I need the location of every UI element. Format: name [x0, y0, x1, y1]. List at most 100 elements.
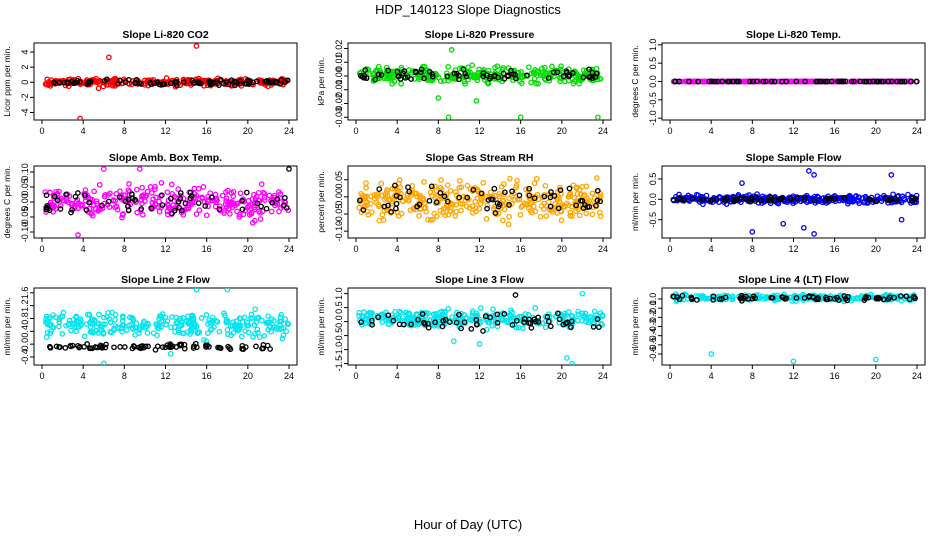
data-point	[270, 324, 277, 331]
data-point	[532, 208, 539, 215]
data-point	[418, 313, 425, 320]
data-points	[356, 47, 604, 120]
x-tick-label: 16	[830, 126, 840, 136]
data-point	[747, 78, 753, 85]
data-point	[47, 189, 53, 196]
page-title: HDP_140123 Slope Diagnostics	[375, 2, 561, 17]
data-point	[547, 323, 554, 330]
x-tick-label: 16	[516, 244, 526, 254]
data-point	[105, 309, 111, 316]
data-point	[186, 320, 193, 327]
series	[43, 166, 292, 217]
data-point	[888, 78, 895, 85]
data-point	[484, 79, 491, 86]
data-point	[586, 74, 592, 80]
data-point	[368, 310, 374, 316]
data-point	[375, 71, 382, 78]
series	[42, 166, 292, 238]
data-point	[689, 195, 696, 202]
data-point	[439, 323, 446, 330]
data-point	[159, 344, 166, 350]
data-point	[63, 198, 70, 204]
data-point	[542, 324, 549, 331]
data-point	[96, 181, 103, 188]
data-point	[274, 196, 281, 202]
data-point	[133, 76, 140, 83]
x-tick-label: 8	[122, 126, 127, 136]
data-point	[563, 69, 570, 76]
data-point	[278, 77, 285, 83]
data-point	[125, 187, 132, 194]
data-point	[863, 295, 869, 301]
data-point	[235, 323, 241, 329]
x-tick-label: 4	[709, 244, 714, 254]
data-point	[363, 75, 370, 82]
data-point	[848, 198, 854, 204]
data-point	[425, 324, 432, 331]
data-point	[794, 195, 801, 202]
outlier-point	[167, 350, 174, 357]
data-point	[223, 79, 230, 86]
data-point	[98, 326, 105, 333]
data-point	[518, 204, 525, 210]
data-point	[437, 189, 444, 196]
data-point	[203, 312, 210, 318]
data-point	[840, 78, 847, 85]
data-point	[93, 323, 100, 330]
data-point	[425, 216, 431, 223]
panel-title: Slope Sample Flow	[746, 152, 843, 164]
panel-title: Slope Li-820 Temp.	[746, 29, 841, 41]
data-point	[573, 185, 580, 192]
data-point	[250, 79, 256, 86]
data-point	[438, 177, 444, 183]
data-point	[77, 318, 84, 324]
data-point	[56, 344, 62, 350]
data-point	[771, 78, 778, 85]
outlier-point	[100, 166, 107, 172]
data-point	[555, 310, 561, 317]
data-point	[489, 322, 495, 329]
outlier-point	[75, 232, 81, 238]
y-axis-label: ml/min per min.	[316, 297, 326, 355]
data-point	[219, 192, 226, 199]
outlier-point	[564, 355, 570, 361]
data-point	[387, 73, 394, 79]
data-point	[521, 319, 527, 326]
data-point	[44, 318, 51, 325]
y-tick-label: -1.0	[648, 110, 658, 126]
data-point	[541, 193, 548, 200]
data-point	[400, 198, 406, 204]
data-point	[856, 194, 862, 201]
data-point	[768, 294, 775, 301]
data-point	[252, 306, 259, 313]
data-point	[178, 341, 185, 348]
data-point	[268, 208, 275, 215]
data-point	[177, 195, 184, 202]
data-point	[122, 79, 129, 86]
x-tick-label: 24	[598, 126, 608, 136]
data-point	[501, 75, 508, 82]
x-tick-label: 12	[788, 244, 798, 254]
data-point	[464, 182, 471, 189]
data-point	[112, 317, 118, 323]
data-point	[861, 199, 868, 206]
data-point	[100, 83, 107, 90]
data-point	[579, 310, 586, 317]
data-point	[373, 191, 380, 198]
panel-title: Slope Amb. Box Temp.	[109, 152, 222, 164]
series	[42, 288, 292, 365]
data-point	[142, 324, 149, 331]
data-point	[284, 77, 291, 84]
data-point	[119, 328, 125, 335]
data-point	[478, 190, 485, 197]
outlier-point	[780, 220, 787, 227]
x-tick-label: 4	[395, 126, 400, 136]
data-point	[729, 294, 736, 301]
x-tick-label: 24	[598, 371, 608, 381]
data-point	[415, 316, 421, 323]
outlier-point	[811, 172, 817, 178]
data-point	[180, 195, 187, 202]
data-point	[86, 311, 93, 318]
y-axis-label: percent per min.	[316, 171, 326, 232]
data-point	[117, 344, 123, 350]
